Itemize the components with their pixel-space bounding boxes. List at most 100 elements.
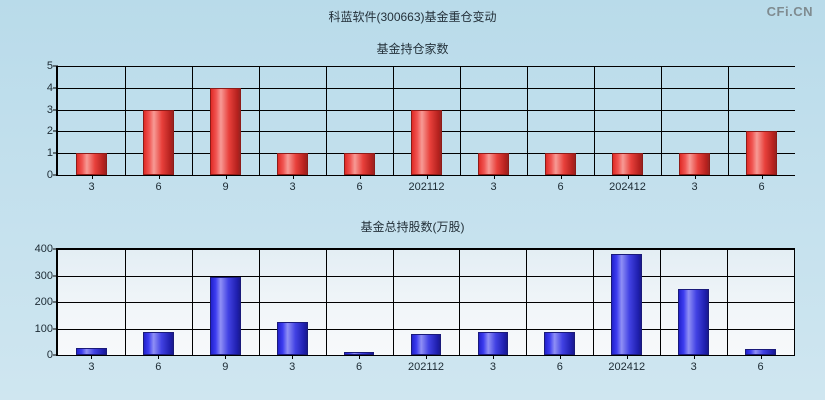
x-axis-tick-label: 202112 [408,361,444,373]
y-tick-mark [53,328,58,329]
vertical-gridline [594,66,595,175]
bar [679,153,710,175]
vertical-gridline [661,66,662,175]
x-axis-tick-label: 3 [690,361,697,373]
vertical-gridline [393,66,394,175]
vertical-gridline [727,249,729,355]
vertical-gridline [459,249,461,355]
x-tick-mark [359,355,361,359]
bar [612,153,643,175]
vertical-gridline [125,66,126,175]
vertical-gridline [460,66,461,175]
x-axis-tick-label: 6 [758,181,765,193]
vertical-gridline [660,249,662,355]
y-tick-mark [53,354,58,356]
x-axis-tick-label: 202412 [608,361,646,373]
x-tick-mark [626,355,628,359]
y-axis-tick-label: 400 [34,243,53,255]
y-tick-mark [53,65,58,67]
bar [76,348,107,355]
gridline [58,87,795,89]
bar [545,153,576,175]
x-tick-mark [493,175,495,179]
bar [76,153,107,175]
y-tick-mark [53,275,58,276]
vertical-gridline [392,249,394,355]
bar [276,321,308,355]
bar [343,352,375,355]
x-axis-tick-label: 3 [88,181,95,193]
x-tick-mark [760,355,762,359]
x-tick-mark [91,355,93,359]
x-axis-tick-label: 9 [222,361,229,373]
y-tick-mark [53,301,58,303]
bar [411,109,442,175]
x-axis-tick-label: 202112 [408,181,445,193]
bar [209,277,241,355]
gridline [58,302,794,303]
bottom-chart-panel: 0 100 200 300 400 3 6 9 3 6 202112 3 6 202412 3 6 [0,235,825,385]
x-tick-mark [225,175,227,179]
x-tick-mark [292,355,294,359]
x-tick-mark [91,175,93,179]
x-tick-mark [292,175,294,179]
y-axis-tick-label: 0 [46,349,53,361]
bar [746,131,777,175]
gridline [58,249,794,250]
y-tick-mark [53,174,58,176]
x-axis-tick-label: 3 [490,181,497,193]
gridline [58,328,794,330]
vertical-gridline [192,66,193,175]
gridline [58,66,795,67]
y-axis-tick-label: 300 [34,269,53,282]
x-tick-mark [560,175,562,179]
bar [143,109,174,175]
x-tick-mark [158,175,160,179]
y-tick-mark [53,87,58,89]
y-tick-mark [53,152,58,154]
x-axis-tick-label: 6 [155,181,162,193]
x-tick-mark [359,175,361,179]
top-chart-panel: 0 1 2 3 4 5 3 6 9 3 6 202112 3 6 202412 3 6 [0,55,825,195]
y-axis-tick-label: 3 [46,103,53,116]
x-axis-tick-label: 3 [489,361,496,373]
vertical-gridline [527,66,528,175]
vertical-gridline [258,249,260,355]
x-axis-tick-label: 3 [289,361,296,373]
bottom-chart-subtitle: 基金总持股数(万股) [360,220,465,234]
bar [410,333,442,355]
bar [611,253,643,355]
vertical-gridline [124,249,126,355]
vertical-gridline [526,249,528,355]
vertical-gridline [593,249,595,355]
y-tick-mark [53,109,58,111]
x-axis-tick-label: 3 [691,181,698,193]
vertical-gridline [728,66,729,175]
x-tick-mark [492,355,494,359]
vertical-gridline [326,66,327,175]
bar [142,332,174,355]
x-tick-mark [693,355,695,359]
y-axis-tick-label: 4 [46,81,53,94]
vertical-gridline [325,249,327,355]
bar [678,289,709,355]
y-axis-tick-label: 200 [34,296,53,308]
bar [277,153,308,175]
x-tick-mark [559,355,561,359]
x-axis-tick-label: 202412 [609,181,646,193]
x-axis-tick-label: 3 [289,181,296,193]
vertical-gridline [191,249,193,355]
x-axis-tick-label: 6 [556,361,563,373]
bar [344,153,375,175]
bar [477,332,509,355]
bottom-chart-plot-area: 0 100 200 300 400 3 6 9 3 6 202112 3 6 202412 3 6 [35,243,795,373]
gridline [58,275,794,277]
bar [210,87,241,175]
y-tick-mark [53,130,58,132]
y-axis-tick-label: 100 [34,322,53,335]
x-axis-tick-label: 6 [356,361,363,373]
x-tick-mark [627,175,629,179]
x-tick-mark [694,175,696,179]
x-axis-tick-label: 6 [356,181,363,193]
